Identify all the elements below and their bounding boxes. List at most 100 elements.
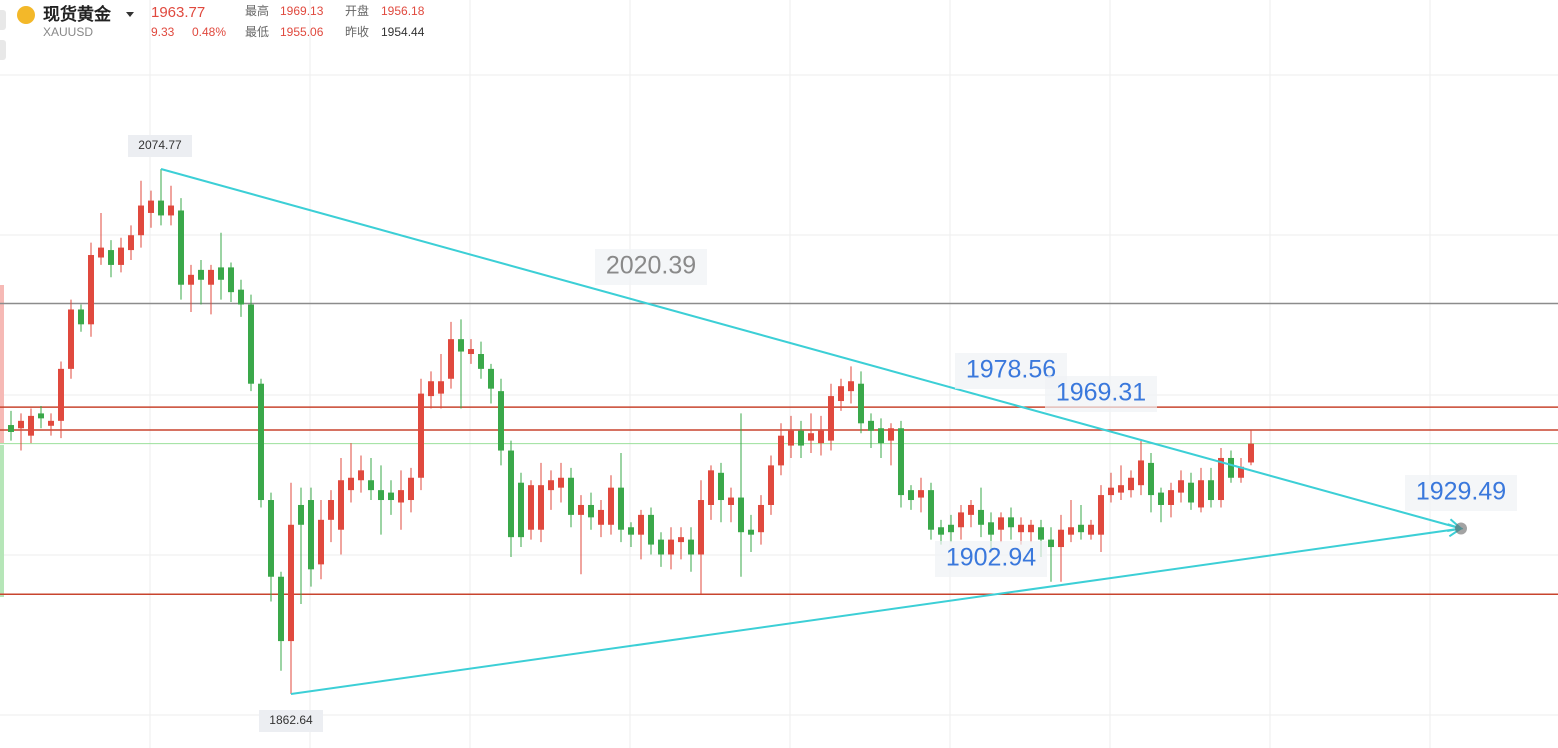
candle-body <box>338 480 344 530</box>
candle-body <box>638 514 644 535</box>
candle-body <box>1088 524 1094 535</box>
candle-body <box>488 368 494 389</box>
candle-body <box>1178 480 1184 493</box>
candle-body <box>68 309 74 369</box>
candle-body <box>1248 443 1254 463</box>
candle-body <box>438 381 444 394</box>
low-point-label-box <box>259 710 323 732</box>
candle-body <box>48 420 54 426</box>
high-point-label-box <box>128 135 192 157</box>
dropdown-arrow[interactable] <box>126 12 134 17</box>
candle-body <box>788 430 794 446</box>
gold-icon <box>17 6 35 24</box>
side-toggle[interactable] <box>0 40 6 60</box>
candle-body <box>1228 457 1234 478</box>
candle-body <box>628 527 634 535</box>
instrument-name[interactable]: 现货黄金 <box>43 5 111 24</box>
candle-body <box>1218 457 1224 501</box>
candle-body <box>768 465 774 505</box>
candle-body <box>568 477 574 515</box>
candle-body <box>1148 462 1154 496</box>
candle-body <box>258 383 264 501</box>
candle-body <box>428 381 434 397</box>
candle-body <box>908 490 914 501</box>
candle-body <box>1058 529 1064 548</box>
candle-body <box>118 247 124 265</box>
candle-body <box>838 386 844 402</box>
candle-body <box>828 396 834 441</box>
candle-body <box>548 480 554 491</box>
candle-body <box>928 490 934 530</box>
candle-body <box>278 576 284 642</box>
candle-body <box>208 269 214 285</box>
candle-body <box>268 500 274 577</box>
candle-body <box>758 504 764 533</box>
candle-body <box>668 539 674 555</box>
candle-body <box>888 428 894 441</box>
candle-body <box>248 304 254 384</box>
candle-body <box>1138 460 1144 486</box>
last-price: 1963.77 <box>151 4 206 21</box>
candle-body <box>618 487 624 530</box>
left-edge-up <box>0 285 4 443</box>
candle-body <box>738 497 744 533</box>
open-value: 1956.18 <box>381 4 425 18</box>
candle-body <box>938 527 944 535</box>
candle-body <box>958 512 964 528</box>
candle-body <box>528 485 534 530</box>
candle-body <box>1008 517 1014 528</box>
candle-body <box>1028 524 1034 533</box>
candle-body <box>328 500 334 520</box>
low-point-label: 1862.64 <box>269 713 313 727</box>
candle-body <box>1188 482 1194 503</box>
candle-body <box>348 477 354 491</box>
candle-body <box>1098 495 1104 535</box>
annotation-box <box>935 541 1047 577</box>
open-label: 开盘 <box>345 4 370 18</box>
candle-body <box>358 470 364 481</box>
candle-body <box>448 339 454 379</box>
candle-body <box>948 524 954 533</box>
candle-body <box>698 500 704 555</box>
candle-body <box>1068 527 1074 535</box>
trend-line <box>290 527 1462 695</box>
annotation-box <box>1405 475 1517 511</box>
candle-body <box>1048 539 1054 548</box>
change: 9.33 <box>151 25 175 39</box>
candle-body <box>508 450 514 538</box>
candle-body <box>798 430 804 446</box>
candle-body <box>1108 487 1114 496</box>
candle-body <box>688 539 694 555</box>
candle-body <box>558 477 564 488</box>
high-value: 1969.13 <box>280 4 324 18</box>
candle-body <box>868 420 874 431</box>
candle-body <box>708 470 714 505</box>
candle-body <box>878 428 884 444</box>
annotation-label: 1929.49 <box>1416 478 1506 506</box>
candle-body <box>858 383 864 424</box>
candle-body <box>538 485 544 530</box>
candle-body <box>168 205 174 216</box>
candle-body <box>1118 485 1124 493</box>
prev-close-value: 1954.44 <box>381 25 425 39</box>
side-toggle[interactable] <box>0 10 6 30</box>
change-pct: 0.48% <box>192 25 227 39</box>
candle-body <box>198 269 204 280</box>
candle-body <box>378 490 384 501</box>
candle-body <box>1208 480 1214 501</box>
candle-body <box>78 309 84 325</box>
annotation-label: 1902.94 <box>946 544 1036 572</box>
candle-body <box>408 477 414 501</box>
candle-body <box>978 509 984 525</box>
candle-body <box>288 524 294 642</box>
candle-body <box>148 200 154 213</box>
low-value: 1955.06 <box>280 25 324 39</box>
annotation-label: 1978.56 <box>966 356 1056 384</box>
candle-body <box>158 200 164 216</box>
candle-body <box>398 490 404 503</box>
prev-close-label: 昨收 <box>345 25 370 39</box>
candle-body <box>1078 524 1084 533</box>
candle-body <box>818 430 824 444</box>
annotation-box <box>595 249 707 285</box>
